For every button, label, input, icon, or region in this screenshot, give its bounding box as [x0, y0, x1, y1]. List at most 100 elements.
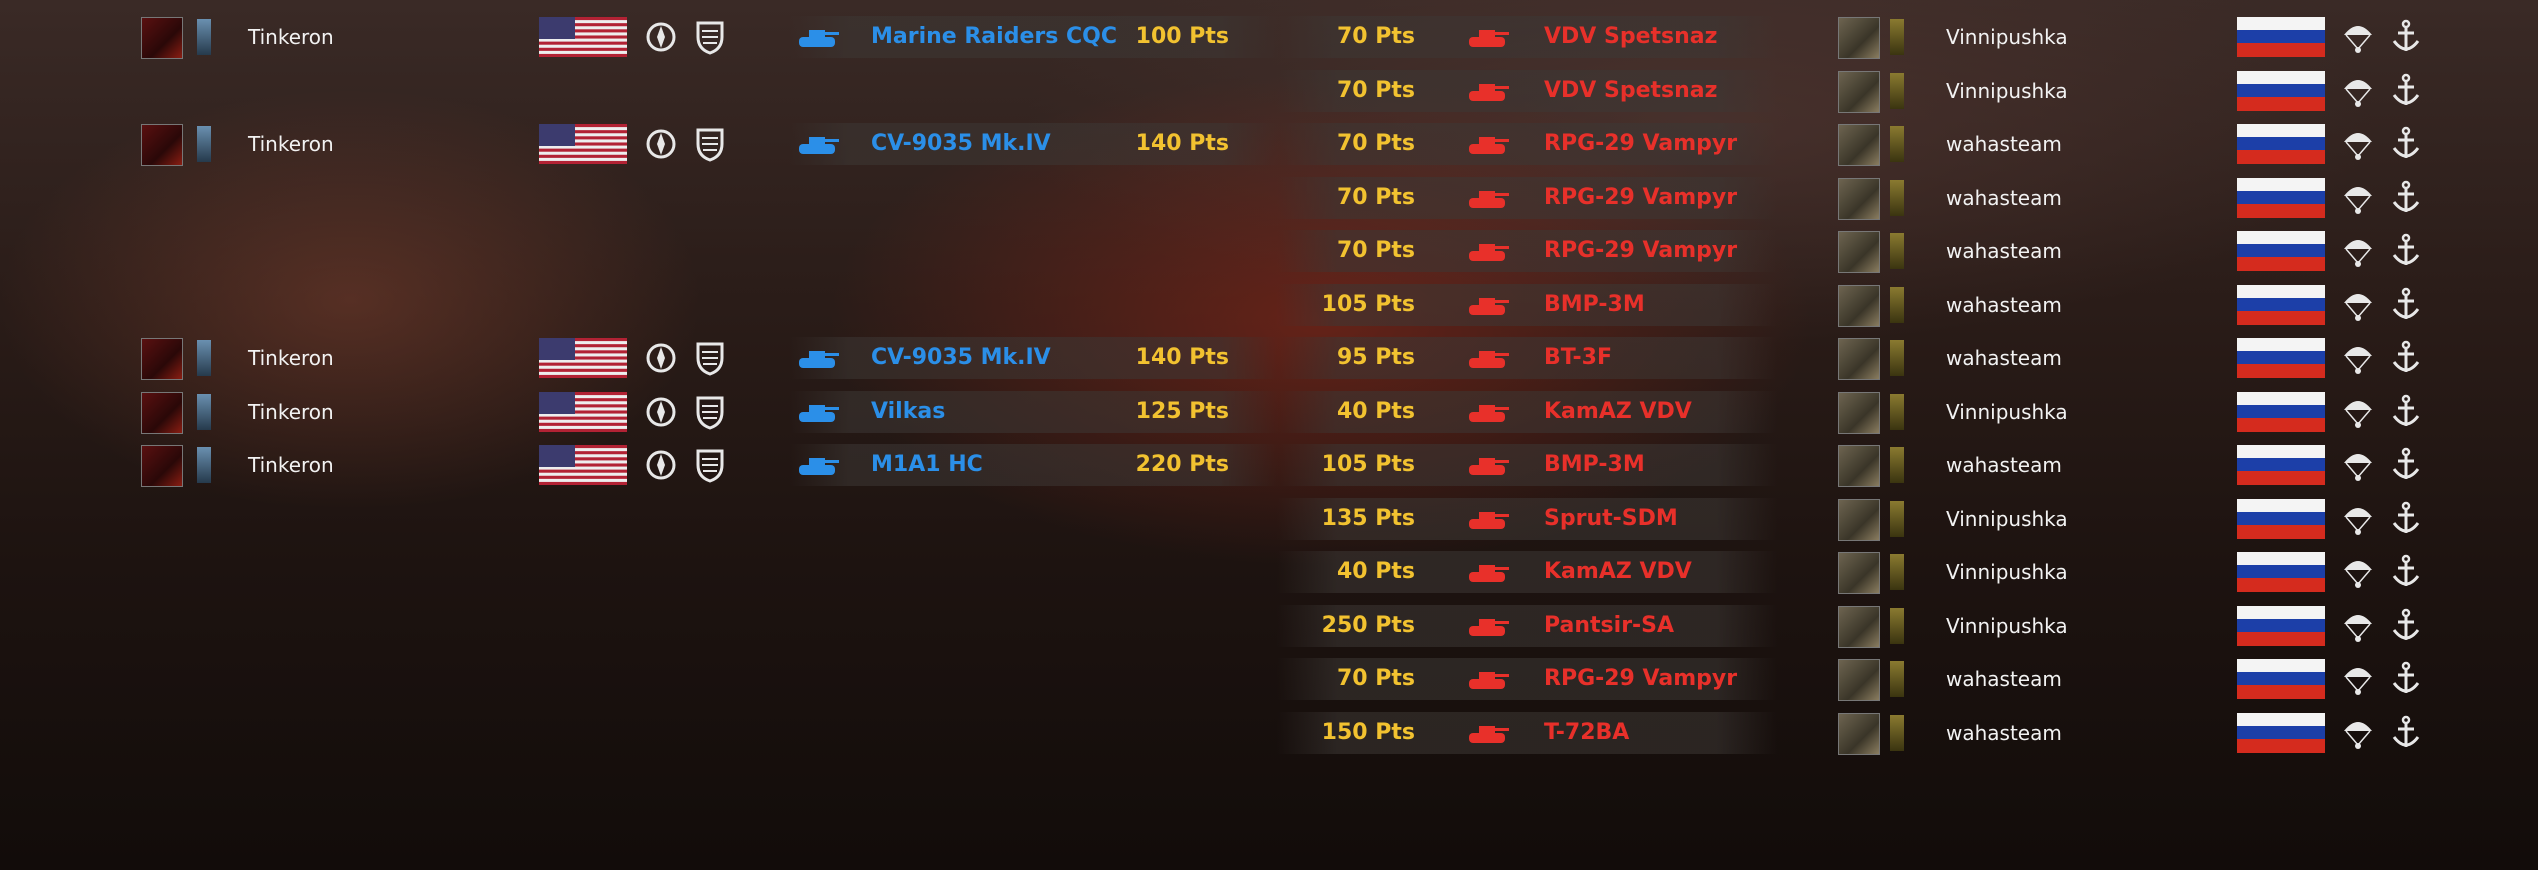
player-name: Vinnipushka [1946, 613, 2068, 638]
unit-name: KamAZ VDV [1544, 559, 1692, 584]
player-name: Vinnipushka [1946, 506, 2068, 531]
icon [2386, 17, 2430, 61]
icon [1465, 178, 1509, 222]
rank [1890, 126, 1904, 162]
icon [641, 124, 685, 168]
icon [2338, 285, 2382, 329]
icon [2386, 71, 2430, 115]
player-name: Tinkeron [248, 399, 334, 424]
row-band [1277, 230, 1777, 272]
icon [2338, 552, 2382, 596]
flag [2237, 231, 2325, 271]
flag [2237, 445, 2325, 485]
unit-name: BT-3F [1544, 345, 1613, 370]
avatar [141, 445, 183, 487]
icon [795, 17, 839, 61]
points: 40 Pts [1336, 559, 1415, 584]
flag [539, 445, 627, 486]
rank [1890, 72, 1904, 109]
unit-name: CV-9035 Mk.IV [871, 131, 1051, 156]
icon [2386, 124, 2430, 168]
row-band [790, 390, 1280, 433]
unit-name: RPG-29 Vampyr [1544, 184, 1738, 210]
player-name: Vinnipushka [1946, 78, 2068, 103]
player-name: wahasteam [1946, 292, 2062, 317]
icon [641, 392, 685, 436]
unit-name: BMP-3M [1544, 291, 1645, 317]
row-band [1277, 337, 1777, 379]
icon [1465, 713, 1509, 757]
row-band [790, 16, 1280, 58]
row-band [1277, 283, 1777, 326]
rank [1890, 714, 1904, 751]
icon [1465, 124, 1509, 168]
unit-name: RPG-29 Vampyr [1544, 238, 1738, 263]
player-name: wahasteam [1946, 667, 2062, 691]
rank [1890, 500, 1904, 537]
flag [2237, 17, 2325, 57]
row-band [1277, 497, 1777, 540]
rank [197, 19, 211, 55]
unit-name: Sprut-SDM [1544, 505, 1678, 531]
rank [1890, 340, 1904, 376]
player-name: Tinkeron [248, 453, 334, 477]
points: 105 Pts [1321, 452, 1415, 477]
icon [2338, 445, 2382, 489]
unit-name: CV-9035 Mk.IV [871, 345, 1051, 370]
unit-name: RPG-29 Vampyr [1544, 666, 1738, 691]
row-band [790, 444, 1280, 486]
unit-name: KamAZ VDV [1544, 398, 1692, 424]
player-name: Tinkeron [248, 132, 334, 156]
row-band [1277, 123, 1777, 165]
player-name: wahasteam [1946, 185, 2062, 210]
points: 40 Pts [1336, 398, 1415, 424]
flag [539, 124, 627, 165]
icon [1465, 659, 1509, 703]
icon [1465, 71, 1509, 115]
icon [2386, 178, 2430, 222]
flag [2237, 498, 2325, 539]
icon [795, 338, 839, 382]
icon [2338, 338, 2382, 382]
avatar [141, 124, 183, 166]
icon [1465, 606, 1509, 650]
icon [2386, 231, 2430, 275]
points: 70 Pts [1336, 666, 1415, 691]
avatar [1838, 338, 1880, 380]
flag [2237, 70, 2325, 111]
flag [2237, 552, 2325, 592]
points: 135 Pts [1321, 505, 1415, 531]
flag [2237, 605, 2325, 646]
icon [1465, 17, 1509, 61]
icon [2386, 338, 2430, 382]
avatar [1838, 70, 1880, 113]
rank [1890, 393, 1904, 430]
unit-name: VDV Spetsnaz [1544, 77, 1718, 103]
avatar [1838, 17, 1880, 59]
icon [795, 124, 839, 168]
avatar [1838, 605, 1880, 648]
points: 105 Pts [1321, 291, 1415, 317]
player-name: wahasteam [1946, 453, 2062, 477]
row-band [1277, 658, 1777, 700]
icon [2386, 499, 2430, 543]
icon [1465, 445, 1509, 489]
points: 140 Pts [1135, 345, 1229, 370]
icon [795, 392, 839, 436]
icon [2338, 392, 2382, 436]
icon [1465, 552, 1509, 596]
unit-name: BMP-3M [1544, 452, 1645, 477]
row-band [1277, 69, 1777, 112]
points: 70 Pts [1336, 184, 1415, 210]
unit-name: Marine Raiders CQC [871, 24, 1117, 49]
points: 70 Pts [1336, 24, 1415, 49]
points: 220 Pts [1135, 452, 1229, 477]
icon [2386, 392, 2430, 436]
icon [690, 124, 734, 168]
flag [2237, 391, 2325, 432]
flag [2237, 284, 2325, 325]
avatar [1838, 284, 1880, 327]
row-band [1277, 444, 1777, 486]
rank [1890, 179, 1904, 216]
player-name: Tinkeron [248, 25, 334, 49]
